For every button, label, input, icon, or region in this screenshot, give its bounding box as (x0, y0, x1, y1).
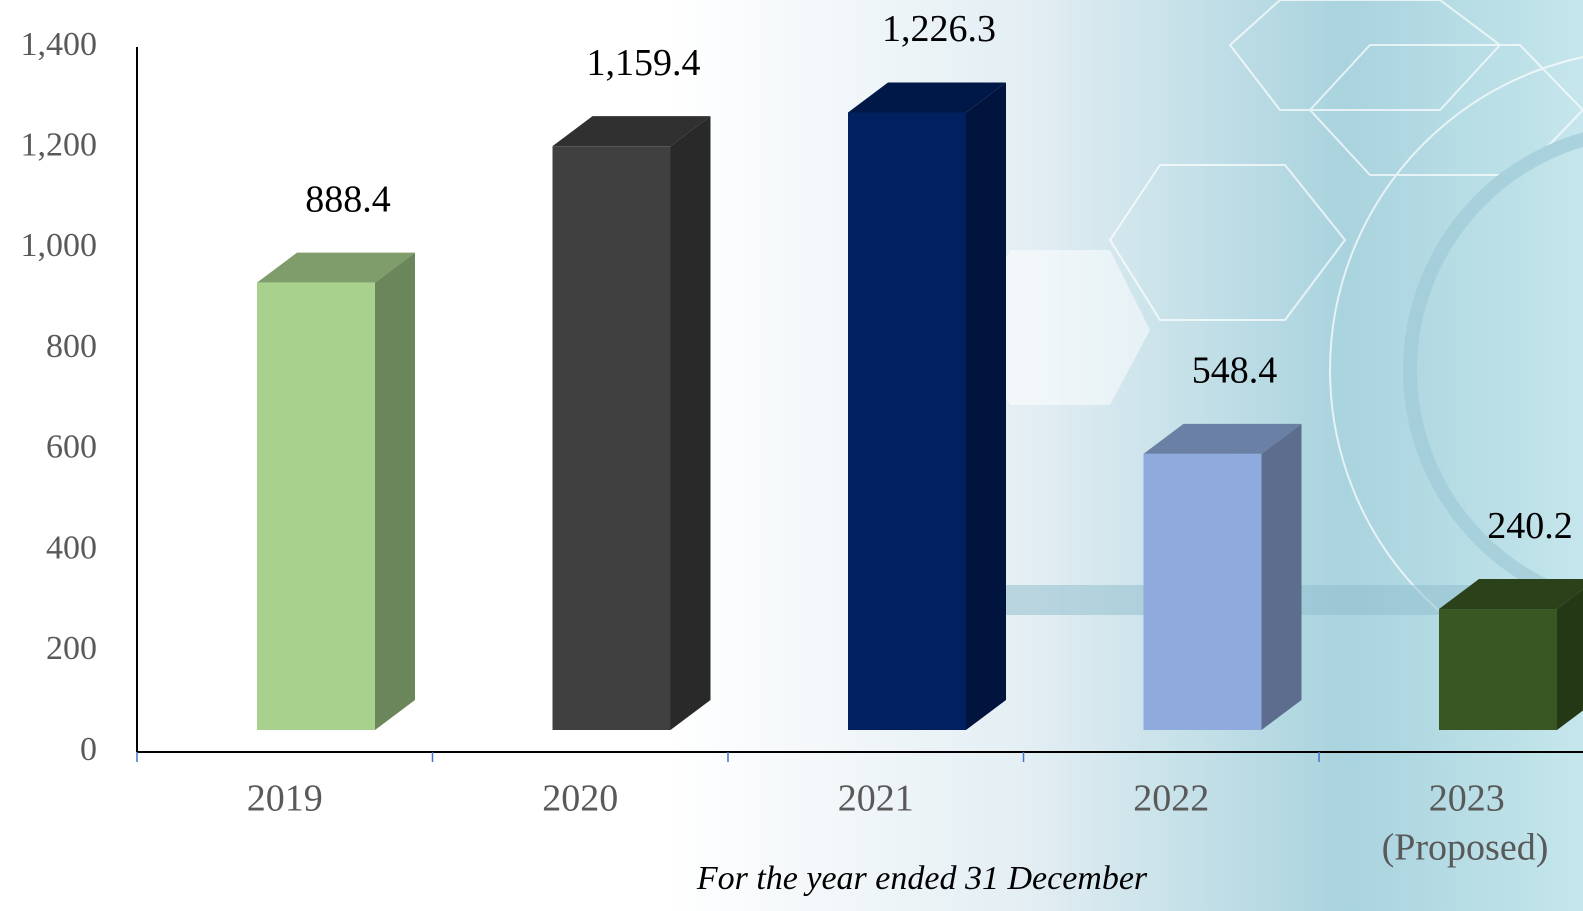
y-tick-label: 200 (46, 630, 97, 667)
value-label: 548.4 (1192, 350, 1278, 392)
value-label: 1,159.4 (587, 42, 701, 84)
value-label: 1,226.3 (882, 8, 996, 50)
bar-side (375, 253, 415, 730)
bar (1439, 609, 1557, 730)
y-tick-label: 600 (46, 429, 97, 466)
chart: For the year ended 31 December 0 200 400 60… (0, 0, 1583, 911)
x-tick-label: 2022 (1133, 778, 1209, 820)
bar-side (671, 116, 711, 730)
bar (1144, 454, 1262, 730)
bar (553, 146, 671, 730)
y-tick-label: 400 (46, 529, 97, 566)
value-label: 888.4 (305, 178, 391, 220)
page: For the year ended 31 December 0 200 400 60… (0, 0, 1583, 911)
bar (848, 112, 966, 730)
bar-side (1262, 424, 1302, 730)
y-tick-label: 0 (80, 731, 97, 768)
value-label: 240.2 (1487, 505, 1573, 547)
y-tick-label: 800 (46, 328, 97, 365)
bar-side (966, 82, 1006, 730)
x-tick-label: 2019 (247, 778, 323, 820)
bar (257, 283, 375, 730)
x-axis-title: For the year ended 31 December (696, 860, 1148, 897)
y-tick-label: 1,000 (21, 227, 98, 264)
x-tick-label: 2021 (838, 778, 914, 820)
x-tick-label: 2023 (1429, 778, 1505, 820)
x-tick-note: (Proposed) (1382, 827, 1549, 869)
background (0, 0, 1583, 911)
y-tick-label: 1,200 (21, 127, 98, 164)
x-tick-label: 2020 (542, 778, 618, 820)
y-tick-label: 1,400 (21, 26, 98, 63)
